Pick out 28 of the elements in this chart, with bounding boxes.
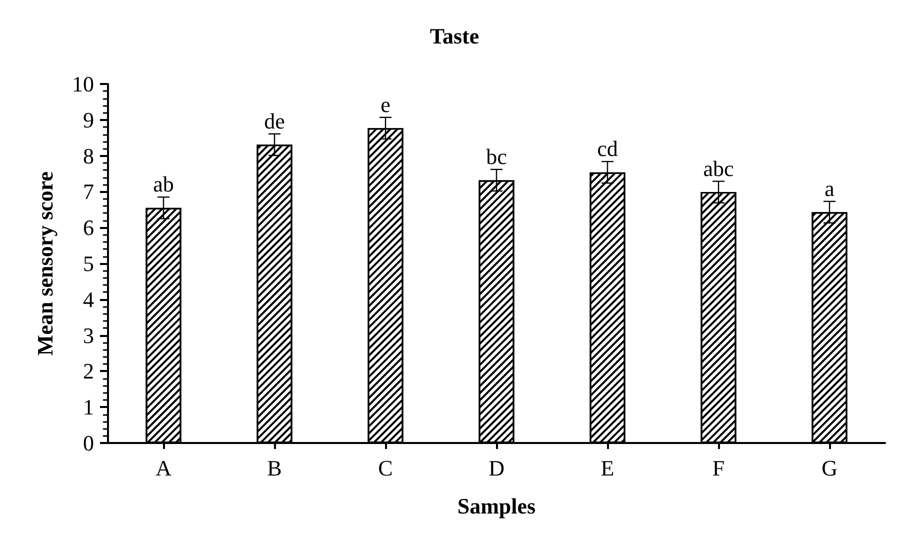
x-tick-label: C bbox=[378, 456, 393, 480]
annotation: ab bbox=[153, 172, 174, 197]
x-axis-title: Samples bbox=[457, 494, 536, 518]
y-axis-title: Mean sensory score bbox=[32, 171, 58, 356]
x-tick-label: D bbox=[488, 456, 504, 480]
annotation: cd bbox=[597, 136, 618, 162]
annotation: bc bbox=[486, 144, 508, 169]
y-tick-label: 9 bbox=[83, 107, 94, 132]
x-tick-label: E bbox=[600, 456, 614, 480]
chart-title: Taste bbox=[430, 24, 480, 48]
x-tick-label: A bbox=[156, 456, 172, 480]
y-tick-label: 10 bbox=[72, 72, 94, 96]
annotation: de bbox=[264, 108, 285, 134]
annotation: e bbox=[380, 92, 390, 117]
y-tick-label: 3 bbox=[83, 322, 94, 348]
x-tick-label: G bbox=[822, 456, 838, 480]
y-tick-label: 6 bbox=[83, 215, 94, 240]
annotation: abc bbox=[703, 156, 734, 181]
x-tick-label: F bbox=[712, 456, 725, 480]
y-tick-label: 1 bbox=[83, 394, 94, 420]
y-tick-label: 4 bbox=[83, 286, 94, 312]
y-tick-label: 7 bbox=[83, 179, 94, 204]
y-tick-label: 0 bbox=[83, 430, 94, 456]
y-tick-label: 2 bbox=[83, 358, 94, 384]
y-tick-label: 8 bbox=[83, 143, 94, 168]
annotation: a bbox=[824, 176, 835, 201]
x-tick-label: B bbox=[267, 456, 282, 480]
y-tick-label: 5 bbox=[83, 251, 94, 276]
